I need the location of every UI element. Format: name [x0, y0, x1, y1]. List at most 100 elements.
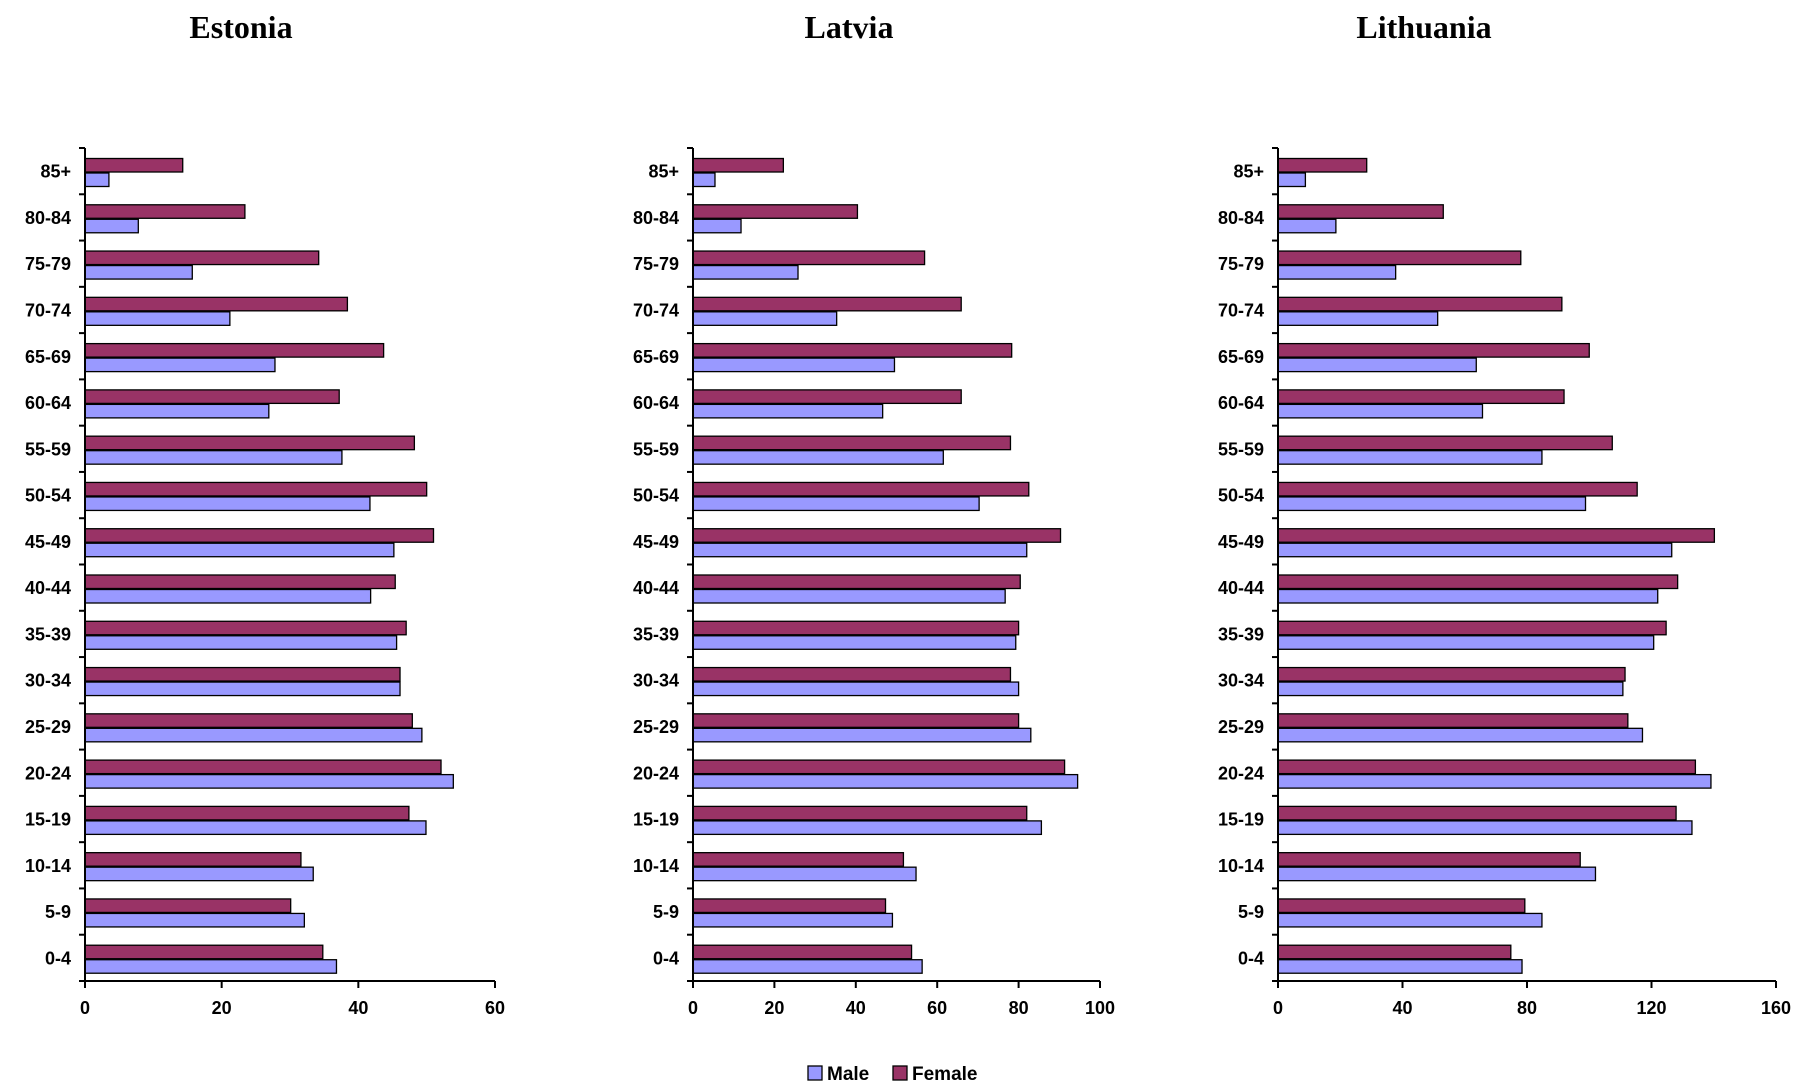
y-tick-label: 70-74 [1218, 300, 1264, 320]
y-tick-label: 25-29 [633, 717, 679, 737]
bar-male-45-49 [1277, 542, 1673, 558]
bar-male-15-19 [692, 820, 1043, 836]
y-tick-label: 50-54 [25, 486, 71, 506]
y-tick-label: 10-14 [633, 856, 679, 876]
bar-male-60-64 [692, 403, 884, 419]
bar-female-70-74 [1277, 296, 1563, 312]
y-tick-label: 35-39 [25, 624, 71, 644]
legend-swatch-female [892, 1065, 908, 1081]
bar-female-50-54 [84, 481, 428, 497]
bar-female-85+ [84, 157, 184, 173]
y-tick-label: 45-49 [633, 532, 679, 552]
y-tick-label: 55-59 [25, 439, 71, 459]
y-tick-label: 20-24 [1218, 763, 1264, 783]
bar-female-65-69 [84, 342, 385, 358]
bar-female-30-34 [692, 666, 1012, 682]
bar-male-40-44 [84, 588, 372, 604]
bar-male-65-69 [84, 357, 276, 373]
bar-female-25-29 [84, 713, 413, 728]
y-tick-label: 85+ [648, 162, 679, 182]
x-tick-label: 120 [1636, 998, 1666, 1018]
chart-panel-lithuania: Lithuania 0-4 5-9 10-14 15-19 20-24 25-29 30-34… [1218, 9, 1791, 1018]
y-tick-label: 0-4 [653, 948, 679, 968]
bar-male-80-84 [1277, 218, 1337, 234]
x-tick-label: 100 [1085, 998, 1115, 1018]
bar-male-25-29 [84, 727, 423, 743]
y-tick-label: 75-79 [25, 254, 71, 274]
bar-female-60-64 [692, 389, 962, 405]
y-tick-label: 15-19 [633, 810, 679, 830]
y-tick-label: 30-34 [25, 671, 71, 691]
y-tick-label: 10-14 [25, 856, 71, 876]
bar-female-35-39 [692, 620, 1020, 636]
x-tick-label: 0 [688, 998, 698, 1018]
bar-female-25-29 [692, 713, 1020, 728]
y-tick-label: 15-19 [25, 810, 71, 830]
bar-male-85+ [1277, 172, 1307, 188]
bar-male-25-29 [1277, 727, 1644, 743]
y-tick-label: 65-69 [1218, 347, 1264, 367]
y-tick-label: 60-64 [633, 393, 679, 413]
bar-male-75-79 [1277, 264, 1397, 280]
y-tick-label: 25-29 [25, 717, 71, 737]
y-tick-label: 65-69 [25, 347, 71, 367]
y-tick-label: 65-69 [633, 347, 679, 367]
x-tick-label: 40 [846, 998, 866, 1018]
bar-female-10-14 [84, 852, 302, 867]
bar-male-70-74 [84, 311, 231, 326]
y-tick-label: 60-64 [25, 393, 71, 413]
bar-female-45-49 [1277, 528, 1716, 543]
x-tick-label: 80 [1517, 998, 1537, 1018]
bar-male-80-84 [84, 218, 139, 234]
x-tick-label: 20 [212, 998, 232, 1018]
bar-male-55-59 [84, 450, 343, 465]
bar-male-85+ [84, 172, 110, 188]
bar-male-20-24 [1277, 773, 1712, 789]
bar-male-5-9 [1277, 912, 1543, 928]
y-tick-label: 30-34 [633, 671, 679, 691]
y-tick-label: 30-34 [1218, 671, 1264, 691]
bar-female-65-69 [692, 342, 1013, 358]
x-tick-label: 80 [1009, 998, 1029, 1018]
x-tick-label: 40 [348, 998, 368, 1018]
bar-female-55-59 [692, 435, 1012, 451]
bar-female-0-4 [84, 944, 324, 960]
bar-female-85+ [692, 157, 784, 173]
bar-male-50-54 [1277, 496, 1587, 512]
y-tick-label: 5-9 [45, 902, 71, 922]
bar-male-70-74 [692, 311, 838, 326]
bar-female-70-74 [692, 296, 962, 312]
y-tick-label: 35-39 [1218, 624, 1264, 644]
bar-female-40-44 [1277, 574, 1679, 590]
bar-female-15-19 [84, 805, 410, 821]
bar-female-30-34 [84, 666, 401, 682]
bar-female-50-54 [692, 481, 1030, 497]
x-tick-label: 20 [764, 998, 784, 1018]
y-tick-label: 80-84 [25, 208, 71, 228]
bar-female-75-79 [84, 250, 320, 266]
bar-male-45-49 [692, 542, 1028, 558]
bar-male-15-19 [84, 820, 427, 836]
bar-male-40-44 [1277, 588, 1659, 604]
bar-female-30-34 [1277, 666, 1626, 682]
bar-male-25-29 [692, 727, 1032, 743]
bar-female-75-79 [692, 250, 926, 266]
y-tick-label: 70-74 [25, 300, 71, 320]
y-tick-label: 80-84 [1218, 208, 1264, 228]
y-tick-label: 45-49 [1218, 532, 1264, 552]
bar-female-80-84 [84, 204, 246, 219]
y-tick-label: 15-19 [1218, 810, 1264, 830]
bar-male-65-69 [692, 357, 896, 373]
y-tick-label: 45-49 [25, 532, 71, 552]
bar-female-45-49 [84, 528, 435, 543]
bar-male-0-4 [1277, 959, 1523, 974]
bar-female-55-59 [1277, 435, 1613, 451]
y-tick-label: 80-84 [633, 208, 679, 228]
x-tick-label: 60 [927, 998, 947, 1018]
bar-female-40-44 [84, 574, 396, 590]
bar-female-55-59 [84, 435, 416, 451]
bar-male-35-39 [84, 635, 398, 650]
y-tick-label: 85+ [40, 162, 71, 182]
bar-male-5-9 [692, 912, 894, 928]
chart-panel-estonia: Estonia 0-4 5-9 10-14 15-19 20-24 25-29 30-34 35… [25, 9, 505, 1018]
